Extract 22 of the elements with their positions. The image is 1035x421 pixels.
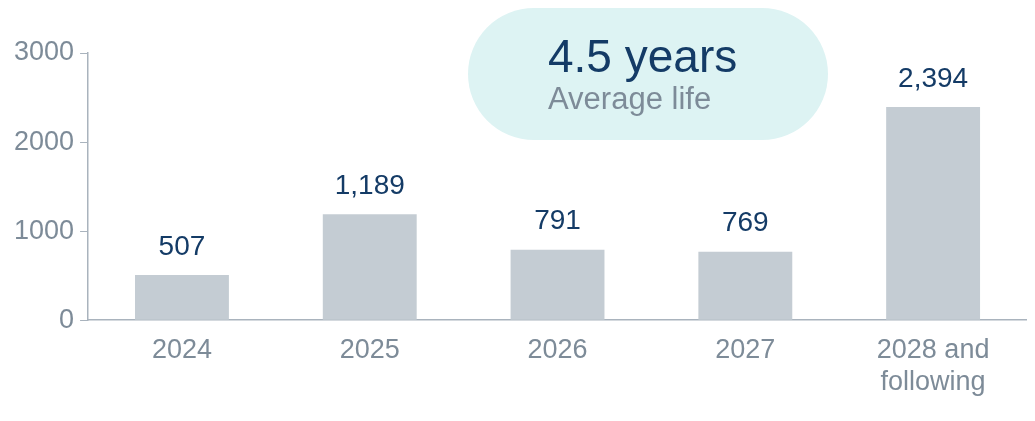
x-tick-label: 2027 (715, 333, 776, 364)
y-tick-label: 1000 (13, 214, 75, 245)
data-label: 769 (721, 206, 769, 238)
x-tick-label: 2024 (151, 333, 212, 364)
y-tick-label: 2000 (13, 125, 75, 156)
callout-box: 4.5 years Average life (468, 8, 828, 140)
bar (322, 214, 417, 320)
data-label: 507 (158, 229, 206, 261)
bar (698, 251, 793, 320)
data-label: 791 (534, 204, 581, 236)
y-tick-label: 3000 (13, 36, 75, 67)
bar (135, 275, 229, 320)
x-tick-label: 2025 (339, 333, 400, 364)
y-tick-label: 0 (59, 303, 75, 334)
annotation: Average life (548, 81, 712, 117)
bar (510, 249, 605, 320)
x-tick-label: 2028 and following (876, 333, 990, 397)
data-label: 2,394 (898, 61, 969, 93)
annotation: 4.5 years (548, 30, 739, 82)
data-label: 1,189 (334, 169, 405, 201)
x-tick-label: 2026 (527, 333, 588, 364)
bar (886, 106, 981, 320)
